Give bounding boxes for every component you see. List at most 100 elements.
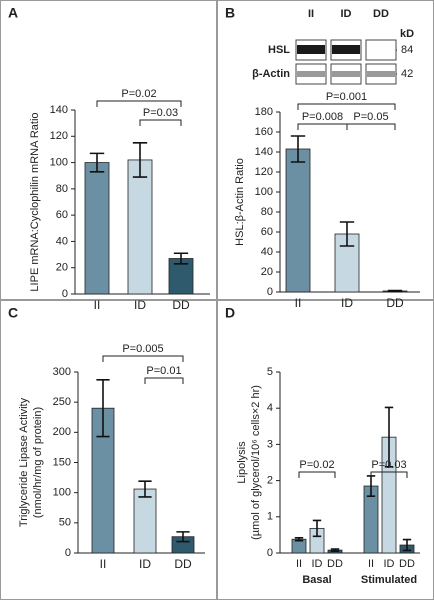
y-tick-label: 100 — [50, 156, 68, 168]
y-tick-label: 120 — [50, 130, 68, 142]
significance-bracket — [96, 100, 182, 107]
y-tick-label: 0 — [267, 547, 273, 559]
error-bar — [312, 519, 322, 538]
y-tick-label: 150 — [53, 456, 71, 468]
y-axis-label: Lipolysis — [236, 441, 248, 484]
y-tick-label: 80 — [56, 183, 68, 195]
error-bar — [294, 536, 304, 542]
series-label: ID — [312, 558, 323, 570]
x-tick-label: ID — [134, 298, 146, 312]
series-label: DD — [327, 558, 343, 570]
series-label: II — [368, 558, 374, 570]
error-bar — [96, 379, 110, 438]
significance-bracket — [297, 123, 348, 130]
p-value: P=0.02 — [121, 88, 156, 100]
error-bar — [330, 548, 340, 552]
blot-row-label: HSL — [268, 44, 290, 56]
bar — [84, 162, 110, 295]
blot-band — [332, 45, 360, 54]
significance-bracket — [139, 119, 182, 126]
panel-letter: B — [225, 5, 235, 21]
x-tick-label: II — [94, 298, 101, 312]
y-tick-label: 0 — [62, 288, 68, 300]
p-value: P=0.01 — [146, 365, 181, 377]
error-bar — [384, 406, 394, 468]
p-value: P=0.001 — [326, 91, 367, 103]
significance-bracket — [297, 103, 396, 110]
y-tick-label: 40 — [56, 235, 68, 247]
y-tick-label: 20 — [261, 266, 273, 278]
error-bar — [339, 221, 355, 247]
error-bar — [176, 531, 190, 543]
blot-unit: kD — [400, 28, 414, 40]
y-axis-label: HSL:β-Actin Ratio — [234, 158, 246, 246]
p-value: P=0.03 — [371, 459, 406, 471]
x-tick-label: ID — [139, 557, 151, 571]
significance-bracket — [346, 123, 396, 130]
p-value: P=0.03 — [143, 107, 178, 119]
marker-label: 84 — [401, 44, 413, 56]
error-bar — [290, 135, 306, 163]
marker-label: 42 — [401, 68, 413, 80]
significance-bracket — [102, 355, 184, 362]
x-tick-label: DD — [172, 298, 190, 312]
y-tick-label: 3 — [267, 438, 273, 450]
panel-letter: C — [8, 305, 18, 321]
panel-letter: A — [8, 5, 18, 21]
y-tick-label: 0 — [267, 286, 273, 298]
y-axis-label: (µmol of glycerol/10⁶ cells×2 hr) — [250, 385, 262, 540]
y-tick-label: 160 — [255, 126, 273, 138]
y-tick-label: 60 — [56, 209, 68, 221]
blot-band — [297, 45, 325, 54]
error-bar — [132, 142, 148, 178]
y-tick-label: 300 — [53, 366, 71, 378]
y-tick-label: 140 — [50, 104, 68, 116]
p-value: P=0.005 — [122, 343, 163, 355]
y-tick-label: 40 — [261, 246, 273, 258]
x-tick-label: ID — [341, 296, 353, 310]
y-tick-label: 0 — [65, 547, 71, 559]
panel-letter: D — [225, 305, 235, 321]
series-label: ID — [384, 558, 395, 570]
y-tick-label: 5 — [267, 366, 273, 378]
significance-bracket — [144, 377, 184, 384]
bar — [168, 258, 194, 295]
y-tick-label: 4 — [267, 402, 273, 414]
y-tick-label: 20 — [56, 262, 68, 274]
y-axis-label: (nmol/hr/mg of protein) — [32, 407, 44, 518]
bar — [285, 148, 311, 293]
blot-band — [367, 71, 395, 77]
p-value: P=0.008 — [302, 111, 343, 123]
bar — [133, 488, 157, 554]
x-tick-label: Stimulated — [361, 574, 417, 586]
p-value: P=0.05 — [353, 111, 388, 123]
x-tick-label: II — [100, 557, 107, 571]
x-tick-label: DD — [174, 557, 192, 571]
blot-band — [297, 71, 325, 77]
y-tick-label: 200 — [53, 426, 71, 438]
x-tick-label: II — [295, 296, 302, 310]
y-axis-label: Triglyceride Lipase Activity — [18, 397, 30, 527]
blot-row-label: β-Actin — [252, 68, 290, 80]
y-tick-label: 60 — [261, 226, 273, 238]
y-tick-label: 2 — [267, 475, 273, 487]
y-tick-label: 50 — [59, 517, 71, 529]
significance-bracket — [370, 471, 408, 478]
series-label: DD — [399, 558, 415, 570]
y-tick-label: 250 — [53, 396, 71, 408]
p-value: P=0.02 — [299, 459, 334, 471]
y-tick-label: 140 — [255, 146, 273, 158]
significance-bracket — [298, 471, 336, 478]
error-bar — [138, 480, 152, 498]
y-axis-label: LIPE mRNA:Cyclophilin mRNA Ratio — [29, 112, 41, 291]
bar — [127, 159, 153, 295]
error-bar — [402, 538, 412, 552]
y-tick-label: 80 — [261, 206, 273, 218]
y-tick-label: 1 — [267, 511, 273, 523]
error-bar — [89, 152, 105, 173]
y-tick-label: 100 — [53, 487, 71, 499]
y-tick-label: 180 — [255, 106, 273, 118]
x-tick-label: Basal — [302, 574, 331, 586]
error-bar — [173, 252, 189, 265]
blot-lane-label: II — [308, 8, 314, 20]
